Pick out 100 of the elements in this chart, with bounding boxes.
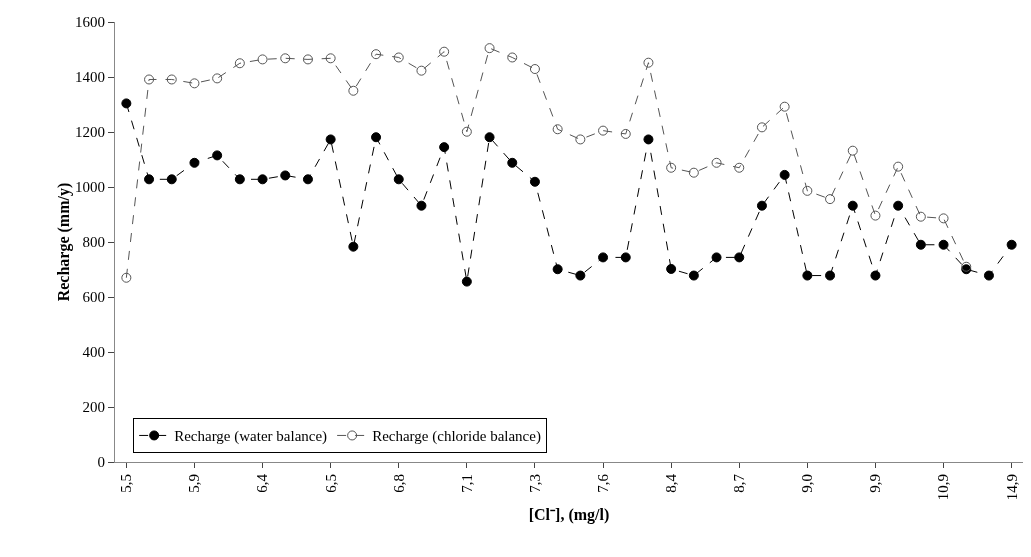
point — [734, 162, 745, 173]
point — [598, 125, 609, 136]
point — [529, 176, 540, 187]
point — [847, 200, 858, 211]
point — [189, 157, 200, 168]
point — [734, 252, 745, 263]
y-tick-label: 0 — [97, 454, 105, 471]
point — [643, 57, 654, 68]
x-axis-title: [Cl⁻], (mg/l) — [528, 506, 610, 524]
point — [257, 174, 268, 185]
point — [938, 213, 949, 224]
point — [302, 174, 313, 185]
point — [598, 252, 609, 263]
y-tick-label: 200 — [82, 399, 105, 416]
point — [507, 157, 518, 168]
point — [666, 263, 677, 274]
y-tick-label: 1600 — [75, 14, 105, 31]
y-tick-label: 1400 — [75, 69, 105, 86]
point — [575, 270, 586, 281]
point — [189, 78, 200, 89]
point — [666, 162, 677, 173]
point — [507, 52, 518, 63]
point — [893, 161, 904, 172]
point — [348, 85, 359, 96]
point — [802, 185, 813, 196]
point — [756, 122, 767, 133]
point — [166, 174, 177, 185]
point — [938, 239, 949, 250]
point — [461, 126, 472, 137]
point — [552, 124, 563, 135]
point — [439, 46, 450, 57]
point — [870, 210, 881, 221]
point — [144, 174, 155, 185]
point — [416, 65, 427, 76]
y-tick-label: 400 — [82, 344, 105, 361]
point — [348, 241, 359, 252]
point — [484, 43, 495, 54]
x-tick-label: 8,4 — [663, 473, 680, 493]
x-tick-label: 5,9 — [186, 474, 203, 493]
point — [439, 142, 450, 153]
legend-label: Recharge (chloride balance) — [372, 428, 541, 446]
x-tick-label: 14,9 — [1003, 474, 1020, 501]
y-tick-label: 600 — [82, 289, 105, 306]
point — [325, 53, 336, 64]
x-tick-label: 8,7 — [731, 473, 748, 493]
x-tick-label: 10,9 — [935, 474, 952, 501]
point — [144, 74, 155, 85]
x-tick-label: 6,8 — [390, 474, 407, 493]
point — [915, 239, 926, 250]
point — [711, 157, 722, 168]
point — [416, 200, 427, 211]
point — [620, 128, 631, 139]
x-tick-label: 9,9 — [867, 474, 884, 493]
point — [212, 150, 223, 161]
point — [280, 170, 291, 181]
x-tick-label: 7,6 — [594, 473, 611, 493]
point — [825, 270, 836, 281]
y-tick-label: 1000 — [75, 179, 105, 196]
y-tick-label: 1200 — [75, 124, 105, 141]
point — [552, 264, 563, 275]
y-axis-title: Recharge (mm/y) — [55, 182, 73, 302]
point — [688, 270, 699, 281]
point — [779, 169, 790, 180]
point — [121, 98, 132, 109]
point — [983, 270, 994, 281]
point — [280, 53, 291, 64]
point — [371, 49, 382, 60]
point — [643, 134, 654, 145]
x-tick-label: 5,5 — [118, 474, 135, 493]
point — [802, 270, 813, 281]
point — [756, 200, 767, 211]
point — [825, 194, 836, 205]
point — [371, 132, 382, 143]
legend-label: Recharge (water balance) — [174, 428, 328, 446]
point — [620, 252, 631, 263]
point — [393, 52, 404, 63]
y-tick-label: 800 — [82, 234, 105, 251]
point — [688, 167, 699, 178]
point — [166, 74, 177, 85]
point — [484, 132, 495, 143]
point — [461, 276, 472, 287]
point — [1006, 239, 1017, 250]
x-tick-label: 6,4 — [254, 473, 271, 493]
x-tick-label: 6,5 — [322, 474, 339, 493]
x-tick-label: 7,3 — [526, 474, 543, 493]
point — [575, 134, 586, 145]
point — [393, 174, 404, 185]
point — [212, 73, 223, 84]
point — [325, 134, 336, 145]
point — [257, 54, 268, 65]
point — [234, 174, 245, 185]
point — [847, 145, 858, 156]
point — [121, 272, 132, 283]
point — [779, 101, 790, 112]
point — [529, 64, 540, 75]
point — [302, 54, 313, 65]
point — [893, 200, 904, 211]
point — [915, 211, 926, 222]
x-tick-label: 9,0 — [799, 474, 816, 493]
x-tick-label: 7,1 — [458, 474, 475, 493]
